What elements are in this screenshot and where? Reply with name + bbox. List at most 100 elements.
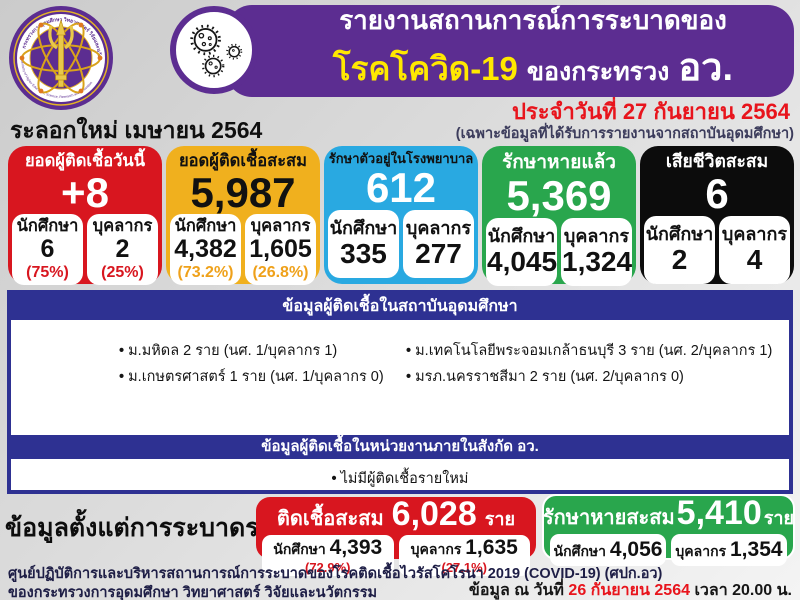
sub-label: บุคลากร (721, 223, 788, 244)
cum-subs: นักศึกษา 4,056 บุคลากร 1,354 (550, 534, 787, 567)
cumulative-recovered-title-row: รักษาหายสะสม 5,410 ราย (543, 494, 794, 533)
sub-label: บุคลากร (563, 225, 630, 246)
sub-value: 1,354 (730, 538, 783, 561)
cum-unit: ราย (484, 509, 516, 529)
staff-sub-box: บุคลากร 1,354 (671, 534, 787, 567)
stat-cards-row: ยอดผู้ติดเชื้อวันนี้ +8 นักศึกษา 6 (75%)… (8, 146, 794, 286)
card-value: 5,987 (190, 168, 296, 216)
sub-label: บุคลากร (405, 218, 472, 239)
card-title: ยอดผู้ติดเชื้อวันนี้ (25, 152, 145, 170)
ministry-abbr-label: อว. (678, 47, 734, 90)
report-title-banner: รายงานสถานการณ์การระบาดของ โรคโควิด-19 ข… (226, 5, 794, 97)
cumulative-infected-box: ติดเชื้อสะสม 6,028 ราย นักศึกษา 4,393 (7… (256, 495, 536, 576)
university-section-body: ม.มหิดล 2 ราย (นศ. 1/บุคลากร 1) ม.เกษตรศ… (11, 320, 789, 435)
card-recovered: รักษาหายแล้ว 5,369 นักศึกษา 4,045 บุคลาก… (482, 146, 636, 286)
report-title-line1: รายงานสถานการณ์การระบาดของ (339, 4, 727, 35)
agency-section-body: ไม่มีผู้ติดเชื้อรายใหม่ (11, 459, 789, 490)
sub-label: นักศึกษา (16, 217, 79, 236)
staff-sub-box: บุคลากร 277 (403, 210, 474, 279)
ministry-seal-logo: กระทรวงการอุดมศึกษา วิทยาศาสตร์ วิจัยและ… (8, 5, 113, 110)
report-date-note: (เฉพาะข้อมูลที่ได้รับการรายงานจากสถาบันอ… (455, 126, 794, 142)
sub-pct: (73.2%) (177, 263, 234, 281)
card-title: เสียชีวิตสะสม (665, 151, 769, 171)
list-item: ม.เทคโนโลยีพระจอมเกล้าธนบุรี 3 ราย (นศ. … (406, 338, 789, 364)
students-sub-box: นักศึกษา 4,382 (73.2%) (170, 214, 241, 285)
ministry-of-label: ของกระทรวง (526, 58, 670, 87)
card-title: รักษาหายแล้ว (502, 152, 616, 173)
sub-value: 4 (746, 243, 763, 275)
sub-value: 6 (40, 235, 55, 264)
covid-19-label: โรคโควิด-19 (332, 50, 518, 88)
card-subs: นักศึกษา 4,382 (73.2%) บุคลากร 1,605 (26… (170, 214, 316, 285)
card-value: +8 (61, 168, 109, 216)
students-sub-box: นักศึกษา 4,393 (72.9%) (262, 535, 394, 576)
card-cumulative-cases: ยอดผู้ติดเชื้อสะสม 5,987 นักศึกษา 4,382 … (166, 146, 320, 285)
cum-title: รักษาหายสะสม (542, 507, 675, 529)
students-sub-box: นักศึกษา 2 (644, 215, 715, 284)
cum-subs: นักศึกษา 4,393 (72.9%) บุคลากร 1,635 (27… (262, 535, 530, 576)
staff-sub-box: บุคลากร 1,605 (26.8%) (245, 214, 316, 285)
card-subs: นักศึกษา 4,045 บุคลากร 1,324 (486, 217, 632, 286)
card-title: ยอดผู้ติดเชื้อสะสม (178, 152, 308, 170)
asof-prefix: ข้อมูล ณ วันที่ (468, 582, 569, 599)
staff-sub-box: บุคลากร 2 (25%) (87, 214, 158, 285)
footer-ministry-name: ของกระทรวงการอุดมศึกษา วิทยาศาสตร์ วิจัย… (8, 585, 378, 600)
footer-operations-center: ศูนย์ปฏิบัติการและบริหารสถานการณ์การระบา… (8, 566, 663, 582)
staff-sub-box: บุคลากร 1,635 (27.1%) (398, 535, 530, 576)
report-date: ประจำวันที่ 27 กันยายน 2564 (511, 99, 790, 124)
card-deaths: เสียชีวิตสะสม 6 นักศึกษา 2 บุคลากร 4 (640, 146, 794, 284)
sub-label: นักศึกษา (273, 541, 330, 557)
cumulative-infected-title-row: ติดเชื้อสะสม 6,028 ราย (262, 495, 530, 534)
card-subs: นักศึกษา 6 (75%) บุคลากร 2 (25%) (12, 214, 158, 285)
card-value: 6 (705, 169, 729, 217)
sub-label: นักศึกษา (174, 217, 237, 236)
cum-title: ติดเชื้อสะสม (276, 508, 384, 530)
list-item: ม.มหิดล 2 ราย (นศ. 1/บุคลากร 1) (119, 338, 400, 364)
list-item: มรภ.นครราชสีมา 2 ราย (นศ. 2/บุคลากร 0) (406, 364, 789, 390)
cum-value: 5,410 (676, 494, 762, 532)
university-list-right: ม.เทคโนโลยีพระจอมเกล้าธนบุรี 3 ราย (นศ. … (400, 320, 789, 435)
sub-pct: (25%) (101, 263, 144, 281)
asof-date: 26 กันยายน 2564 (568, 582, 690, 599)
list-item: ม.เกษตรศาสตร์ 1 ราย (นศ. 1/บุคลากร 0) (119, 364, 400, 390)
sub-pct: (27.1%) (441, 560, 488, 576)
agency-section-header: ข้อมูลผู้ติดเชื้อในหน่วยงานภายในสังกัด อ… (11, 435, 789, 459)
infection-detail-box: ข้อมูลผู้ติดเชื้อในสถาบันอุดมศึกษา ม.มหิ… (7, 290, 793, 494)
sub-value: 4,382 (174, 235, 237, 264)
university-section-header: ข้อมูลผู้ติดเชื้อในสถาบันอุดมศึกษา (11, 294, 789, 320)
sub-label: บุคลากร (410, 541, 466, 557)
cumulative-recovered-box: รักษาหายสะสม 5,410 ราย นักศึกษา 4,056 บุ… (542, 494, 795, 567)
new-wave-label: ระลอกใหม่ เมษายน 2564 (10, 117, 263, 143)
sub-pct: (26.8%) (252, 263, 309, 281)
card-value: 612 (365, 164, 437, 212)
staff-sub-box: บุคลากร 4 (719, 215, 790, 284)
sub-value: 335 (340, 238, 387, 270)
card-new-cases-today: ยอดผู้ติดเชื้อวันนี้ +8 นักศึกษา 6 (75%)… (8, 146, 162, 285)
sub-label: บุคลากร (675, 543, 730, 559)
students-sub-box: นักศึกษา 335 (328, 210, 399, 279)
sub-value: 4,056 (609, 538, 663, 561)
virus-badge (170, 6, 258, 94)
footer-data-asof: ข้อมูล ณ วันที่ 26 กันยายน 2564 เวลา 20.… (469, 578, 792, 600)
coronavirus-icon (190, 24, 243, 78)
sub-value: 4,045 (487, 245, 558, 277)
sub-label: บุคลากร (92, 217, 153, 236)
cum-unit: ราย (763, 508, 795, 528)
asof-suffix: เวลา 20.00 น. (690, 582, 792, 599)
card-subs: นักศึกษา 335 บุคลากร 277 (328, 210, 474, 279)
orbit-electron-dots (19, 22, 103, 94)
students-sub-box: นักศึกษา 4,045 (486, 217, 558, 286)
sub-label: นักศึกษา (487, 225, 556, 246)
cum-value: 6,028 (391, 495, 477, 533)
report-title-line2: โรคโควิด-19 ของกระทรวง อว. (333, 36, 733, 97)
sub-value: 1,635 (465, 536, 518, 559)
sub-value: 277 (415, 238, 462, 270)
list-item: ไม่มีผู้ติดเชื้อรายใหม่ (332, 471, 469, 487)
card-hospitalized: รักษาตัวอยู่ในโรงพยาบาล 612 นักศึกษา 335… (324, 146, 478, 284)
sub-pct: (75%) (26, 263, 69, 281)
students-sub-box: นักศึกษา 6 (75%) (12, 214, 83, 285)
sub-value: 1,605 (249, 235, 312, 264)
card-subs: นักศึกษา 2 บุคลากร 4 (644, 215, 790, 284)
sub-label: บุคลากร (250, 217, 311, 236)
